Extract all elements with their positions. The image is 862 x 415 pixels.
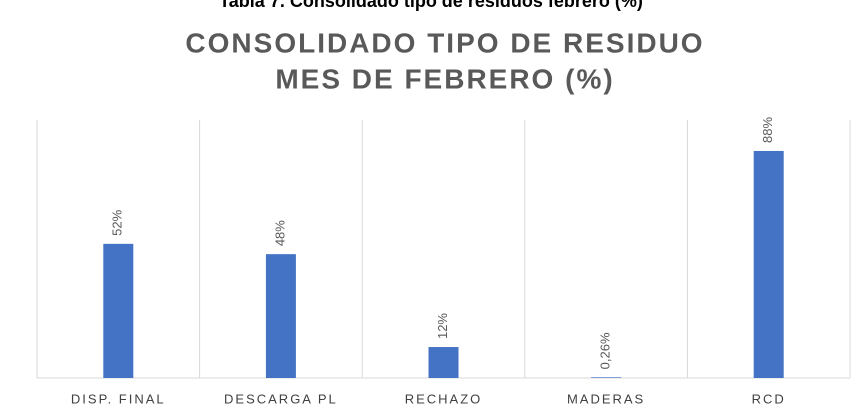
chart-title: MES DE FEBRERO (%) (275, 63, 614, 94)
data-label: 12% (435, 313, 450, 339)
x-tick-label: DISP. FINAL (71, 391, 166, 406)
x-tick-label: RCD (752, 391, 786, 406)
x-tick-label: DESCARGA PL (224, 391, 338, 406)
data-label: 0,26% (598, 332, 613, 369)
data-label: 52% (110, 209, 125, 235)
bar (428, 347, 459, 378)
caption: Tabla 7. Consolidado tipo de residuos fe… (219, 0, 643, 11)
chart-title: CONSOLIDADO TIPO DE RESIDUO (185, 27, 704, 58)
data-label: 88% (760, 117, 775, 143)
bar (591, 377, 622, 378)
x-tick-label: MADERAS (567, 391, 645, 406)
bar (753, 150, 784, 378)
bar (103, 243, 134, 378)
bar (265, 254, 296, 378)
x-tick-label: RECHAZO (405, 391, 483, 406)
data-label: 48% (272, 220, 287, 246)
